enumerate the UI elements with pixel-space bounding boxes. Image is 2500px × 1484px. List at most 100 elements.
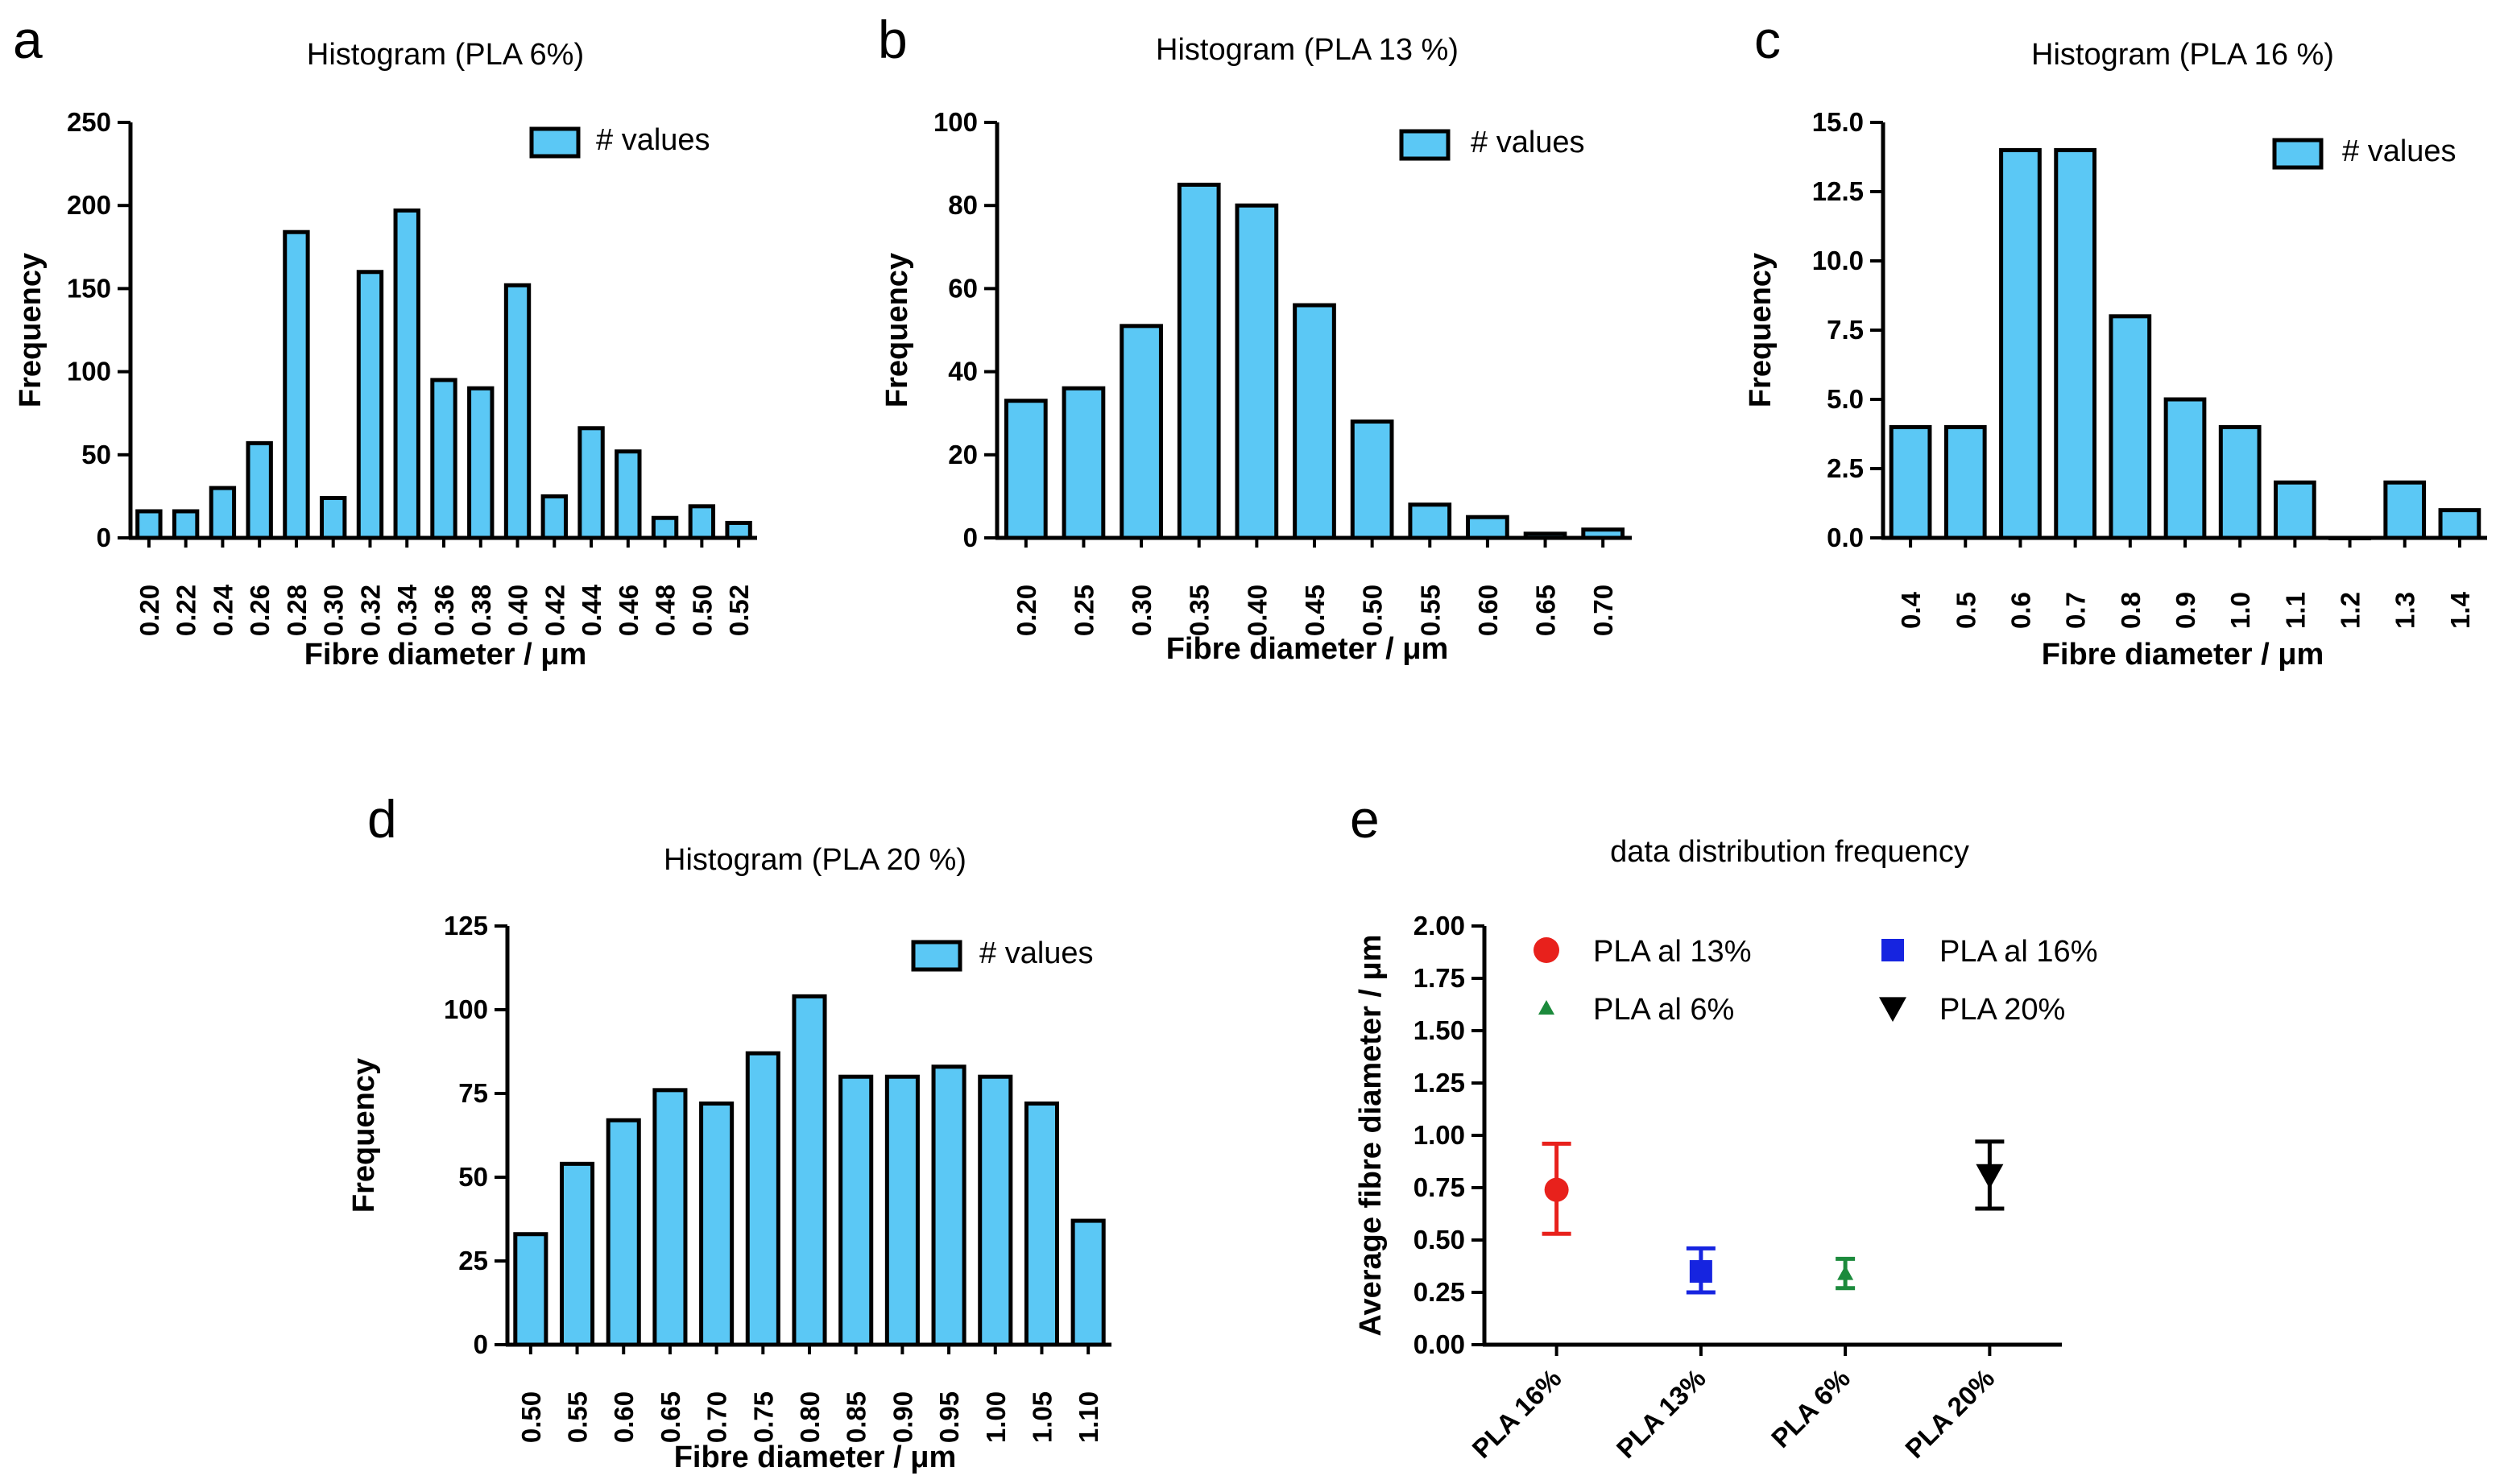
legend-label: PLA al 6% — [1593, 993, 1734, 1027]
y-axis-title: Frequency — [14, 253, 48, 407]
panel-c-histogram: c Histogram (PLA 16 %) Frequency Fibre diam… — [1744, 10, 2487, 672]
bar — [884, 1074, 920, 1347]
y-tick-label: 150 — [67, 273, 111, 303]
y-tick-label: 0.0 — [1827, 523, 1864, 552]
x-tick-label: 0.32 — [355, 585, 385, 636]
legend-label: PLA al 13% — [1593, 935, 1751, 969]
bar — [560, 1161, 595, 1347]
x-tick-label: 1.00 — [981, 1391, 1011, 1443]
y-tick-label: 100 — [67, 357, 111, 387]
y-tick-label: 100 — [444, 994, 488, 1024]
bar — [978, 1074, 1013, 1347]
bar — [1177, 182, 1221, 540]
legend-swatch — [529, 126, 581, 159]
legend-label: # values — [1471, 126, 1585, 159]
panel-a-histogram: a Histogram (PLA 6%) Frequency Fibre diamet… — [13, 10, 757, 672]
bar — [1024, 1101, 1060, 1347]
chart-title: Histogram (PLA 6%) — [307, 38, 584, 72]
x-tick-label: 0.50 — [1358, 585, 1388, 636]
legend-marker — [1538, 1000, 1554, 1015]
legend-label: PLA 20% — [1939, 993, 2065, 1027]
bar — [393, 208, 420, 540]
legend-swatch — [1399, 129, 1451, 161]
y-axis-title: Frequency — [1744, 253, 1778, 407]
chart-title: Histogram (PLA 13 %) — [1156, 33, 1459, 67]
y-tick-label: 0 — [474, 1329, 488, 1359]
y-tick-label: 15.0 — [1812, 107, 1864, 137]
data-point-mean — [1837, 1265, 1854, 1280]
y-tick-label: 100 — [933, 107, 978, 137]
x-tick-label: 0.26 — [245, 585, 275, 636]
x-tick-label: 0.20 — [135, 585, 164, 636]
y-axis-title: Frequency — [347, 1058, 381, 1213]
y-tick-label: 250 — [67, 107, 111, 137]
x-tick-label: 0.25 — [1069, 585, 1099, 636]
bar — [1943, 424, 1987, 540]
x-tick-label: 0.35 — [1185, 585, 1215, 636]
y-tick-label: 200 — [67, 190, 111, 220]
legend-label: # values — [596, 123, 710, 157]
x-tick-label: 1.05 — [1027, 1391, 1057, 1443]
bar — [838, 1074, 874, 1347]
x-tick-label: 1.2 — [2336, 592, 2365, 629]
y-tick-label: 20 — [948, 440, 978, 469]
bar — [2438, 508, 2481, 540]
bar — [2383, 480, 2427, 540]
x-tick-label: 0.36 — [429, 585, 459, 636]
y-tick-label: 10.0 — [1812, 246, 1864, 275]
bar — [1350, 420, 1394, 540]
bar — [540, 494, 568, 540]
x-tick-label: 0.4 — [1896, 591, 1926, 629]
bar — [503, 283, 532, 540]
x-tick-label: PLA 20% — [1899, 1363, 2000, 1464]
y-tick-label: 25 — [458, 1246, 488, 1275]
x-tick-label: 1.10 — [1074, 1391, 1103, 1443]
y-tick-label: 50 — [458, 1162, 488, 1192]
x-tick-label: 0.8 — [2116, 592, 2146, 629]
y-tick-label: 75 — [458, 1078, 488, 1108]
x-tick-label: 0.30 — [1127, 585, 1157, 636]
chart-title: Histogram (PLA 16 %) — [2031, 38, 2334, 72]
bar — [1408, 502, 1452, 540]
x-tick-label: 0.85 — [842, 1391, 871, 1443]
x-tick-label: 0.65 — [656, 1391, 685, 1443]
x-tick-label: 0.9 — [2171, 592, 2200, 629]
bar — [1235, 203, 1279, 540]
bar — [513, 1232, 548, 1347]
x-tick-label: 0.24 — [208, 584, 238, 636]
x-tick-label: 0.52 — [724, 585, 754, 636]
bar — [320, 495, 347, 540]
bar — [1999, 147, 2042, 540]
x-tick-label: 0.46 — [614, 585, 644, 636]
bar — [1581, 527, 1625, 540]
bar — [745, 1051, 780, 1347]
y-tick-label: 1.75 — [1413, 963, 1465, 993]
bar — [172, 509, 200, 540]
x-tick-label: 0.75 — [748, 1391, 778, 1443]
panel-label: e — [1350, 789, 1380, 849]
panel-b-histogram: b Histogram (PLA 13 %) Frequency Fibre diam… — [878, 10, 1632, 666]
y-tick-label: 7.5 — [1827, 315, 1864, 345]
x-tick-label: 0.5 — [1951, 592, 1981, 629]
legend-label: # values — [979, 936, 1094, 970]
x-axis-title: Fibre diameter / μm — [2042, 638, 2324, 672]
panel-label: c — [1754, 10, 1781, 69]
x-tick-label: 0.30 — [319, 585, 349, 636]
y-tick-label: 0 — [963, 523, 978, 552]
y-tick-label: 125 — [444, 911, 488, 940]
bar — [2109, 314, 2152, 540]
x-axis-title: Fibre diameter / μm — [304, 638, 587, 672]
y-axis-title: Average fibre diameter / μm — [1354, 934, 1388, 1336]
y-tick-label: 0 — [97, 523, 111, 552]
bar — [651, 515, 679, 540]
y-tick-label: 60 — [948, 273, 978, 303]
y-tick-label: 12.5 — [1812, 176, 1864, 206]
x-tick-label: 0.70 — [702, 1391, 732, 1443]
legend-swatch — [2272, 138, 2324, 170]
bar — [467, 386, 495, 540]
legend-swatch — [911, 940, 962, 972]
bar — [135, 509, 163, 540]
x-tick-label: 0.38 — [466, 585, 496, 636]
x-axis-title: Fibre diameter / μm — [1166, 632, 1449, 666]
